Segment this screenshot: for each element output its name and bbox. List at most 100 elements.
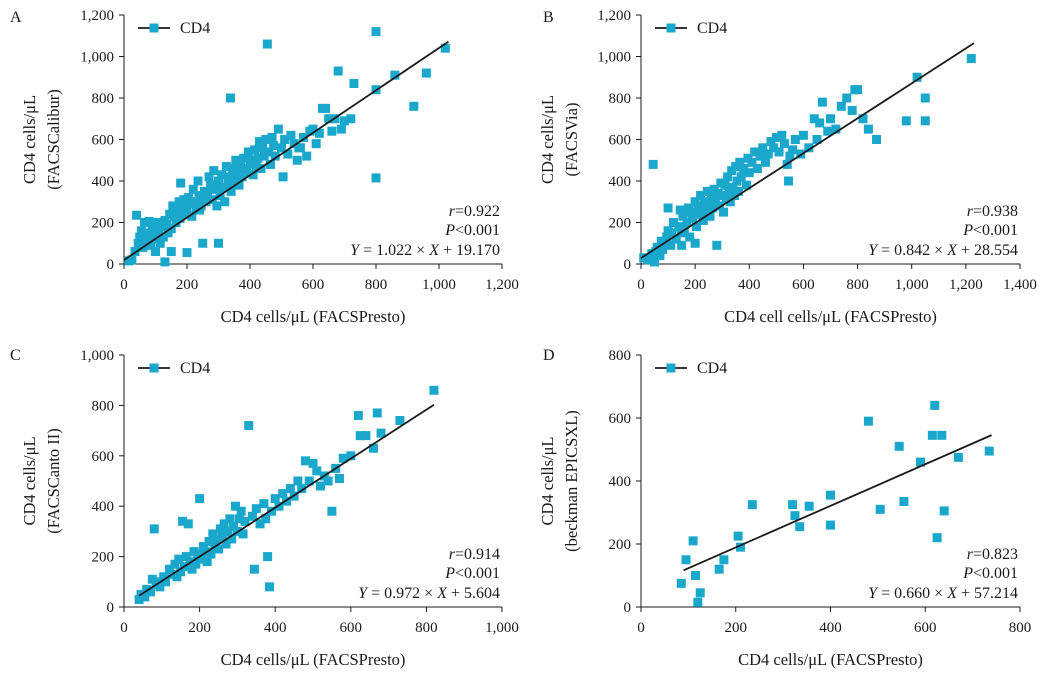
x-tick-label: 1,400	[1003, 277, 1037, 293]
data-point	[251, 161, 261, 171]
data-point	[225, 172, 235, 182]
data-point	[812, 135, 822, 144]
data-point	[725, 197, 735, 207]
data-point	[132, 210, 142, 220]
data-point	[293, 476, 303, 486]
data-point	[863, 416, 873, 426]
data-point	[244, 421, 254, 431]
legend-label: CD4	[180, 360, 210, 377]
x-axis-title: CD4 cell cells/μL (FACSPresto)	[724, 307, 937, 326]
data-point	[790, 135, 800, 144]
data-point	[747, 157, 757, 167]
x-axis-title: CD4 cells/μL (FACSPresto)	[221, 307, 406, 326]
data-point	[165, 209, 175, 219]
data-point	[694, 209, 704, 219]
data-point	[152, 218, 162, 227]
data-point	[690, 238, 700, 248]
x-tick-label: 0	[637, 620, 645, 636]
data-point	[239, 153, 249, 163]
data-point	[231, 155, 241, 165]
data-point	[179, 195, 189, 205]
data-point	[277, 143, 286, 153]
regression-equation: Y = 0.972 × X + 5.604	[358, 585, 500, 602]
scatter-panel-a: A 0 200 400 600 800 1,000 1,200 0 200 400 600 800 1,0…	[10, 8, 519, 326]
data-point	[742, 180, 752, 190]
data-point	[668, 218, 678, 227]
data-point	[236, 161, 246, 171]
data-point	[788, 500, 798, 510]
data-point	[747, 500, 757, 510]
data-point	[686, 207, 696, 217]
data-point	[815, 118, 825, 128]
data-point	[297, 484, 307, 494]
data-point	[650, 257, 660, 267]
regression-equation: Y = 0.660 × X + 57.214	[868, 585, 1018, 602]
data-point	[184, 193, 194, 203]
data-point	[289, 139, 299, 149]
data-point	[312, 466, 322, 476]
x-tick-label: 600	[302, 277, 325, 293]
data-point	[314, 128, 324, 138]
data-point	[758, 143, 768, 153]
data-point	[788, 145, 798, 155]
data-point	[779, 139, 789, 149]
data-point	[658, 244, 668, 254]
data-point	[334, 473, 344, 483]
x-tick-label: 400	[819, 620, 842, 636]
data-point	[259, 499, 269, 509]
data-point	[229, 521, 239, 531]
data-point	[259, 151, 269, 161]
panel-letter: C	[10, 347, 21, 364]
y-tick-label: 200	[92, 216, 115, 232]
data-point	[715, 201, 725, 211]
data-point	[817, 97, 827, 107]
data-point	[321, 103, 331, 113]
data-point	[662, 232, 672, 242]
data-point	[169, 211, 179, 221]
data-point	[147, 574, 157, 584]
data-point	[162, 220, 172, 230]
data-point	[712, 240, 722, 250]
data-point	[201, 197, 211, 207]
regression-line	[123, 40, 449, 261]
data-point	[826, 490, 835, 500]
data-point	[953, 452, 963, 462]
data-point	[187, 211, 197, 221]
data-point	[214, 176, 223, 186]
legend-label: CD4	[180, 20, 210, 37]
y-tick-label: 600	[609, 411, 632, 427]
data-point	[267, 132, 277, 142]
y-tick-label: 1,200	[80, 8, 114, 24]
data-point	[206, 549, 216, 559]
data-point	[229, 176, 239, 186]
data-point	[340, 116, 349, 126]
data-point	[681, 555, 691, 565]
legend-marker-swatch	[666, 363, 676, 373]
data-point	[223, 526, 233, 536]
data-point	[336, 124, 346, 134]
data-point	[346, 451, 356, 461]
y-tick-label: 200	[92, 550, 115, 566]
data-point	[804, 143, 814, 153]
data-point	[240, 516, 250, 526]
x-tick-label: 800	[415, 620, 438, 636]
data-point	[262, 39, 272, 49]
data-point	[836, 101, 846, 111]
data-point	[166, 247, 176, 257]
data-point	[899, 496, 909, 506]
y-tick-label: 600	[609, 133, 632, 149]
data-point	[202, 188, 212, 198]
data-point	[206, 180, 216, 190]
data-point	[217, 170, 227, 180]
data-point	[209, 166, 219, 176]
data-point	[984, 446, 994, 456]
panel-letter: B	[543, 9, 554, 26]
y-tick-label: 1,000	[80, 348, 114, 364]
x-axis-title: CD4 cells/μL (FACSPresto)	[738, 650, 923, 669]
data-point	[196, 554, 206, 564]
data-point	[698, 215, 708, 225]
data-point	[932, 533, 942, 543]
data-point	[136, 226, 146, 236]
data-point	[872, 135, 882, 144]
data-point	[371, 27, 381, 37]
